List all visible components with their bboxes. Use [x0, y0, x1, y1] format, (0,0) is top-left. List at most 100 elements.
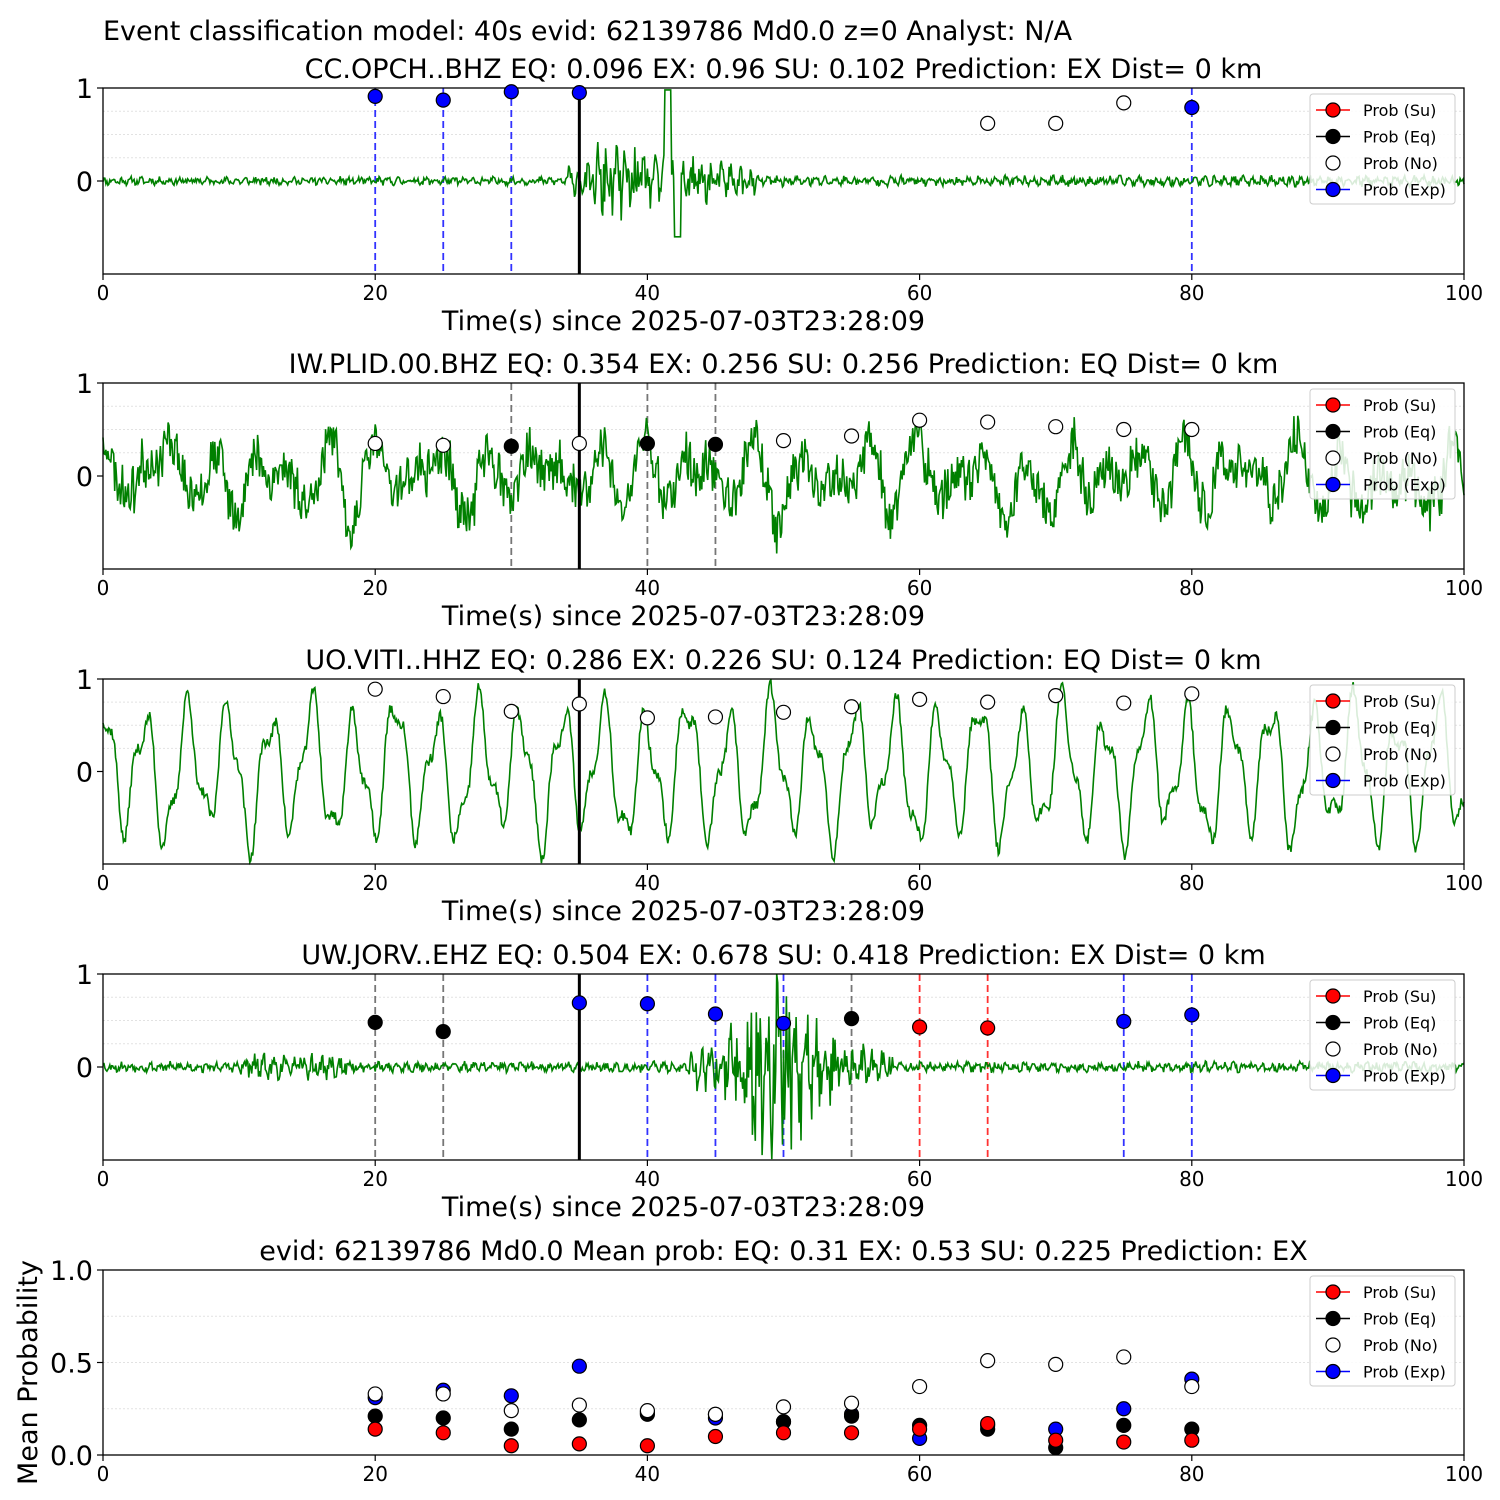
x-tick-label-4-4: 80 — [1179, 1462, 1204, 1486]
x-tick-label-3-2: 40 — [635, 1167, 660, 1191]
legend-marker-2-0 — [1325, 693, 1341, 709]
prob-marker-3-7 — [911, 1019, 928, 1035]
legend-marker-3-1 — [1325, 1014, 1341, 1031]
x-tick-label-1-0: 0 — [97, 576, 110, 600]
y-tick-label-3-0: 0 — [76, 1053, 93, 1084]
panel-title-2: UO.VITI..HHZ EQ: 0.286 EX: 0.226 SU: 0.1… — [305, 645, 1261, 676]
waveform-trace-2 — [102, 678, 1465, 866]
prob-marker-3-9 — [1116, 1013, 1132, 1030]
legend-marker-2-2 — [1325, 746, 1341, 762]
mean-prob-point-3-2 — [503, 1402, 519, 1419]
prob-marker-3-4 — [707, 1006, 724, 1022]
x-tick-label-0-1: 20 — [362, 281, 387, 305]
prob-marker-0-7 — [1184, 99, 1200, 116]
prob-marker-3-6 — [843, 1011, 860, 1027]
mean-prob-point-1-11 — [1116, 1417, 1132, 1434]
prob-marker-3-1 — [435, 1024, 451, 1040]
legend-label-0-0: Prob (Su) — [1363, 101, 1436, 120]
mean-prob-point-3-5 — [707, 1406, 724, 1422]
prob-marker-1-4 — [639, 435, 656, 452]
mean-prob-point-1-7 — [843, 1408, 860, 1424]
mean-prob-point-3-3 — [571, 1397, 587, 1413]
legend-marker-4-0 — [1325, 1284, 1341, 1300]
y-tick-label-0-1: 1 — [76, 74, 93, 105]
x-tick-label-3-3: 60 — [907, 1167, 932, 1191]
x-axis-label-1: Time(s) since 2025-07-03T23:28:09 — [441, 601, 925, 632]
mean-prob-point-2-9 — [980, 1415, 996, 1432]
legend-3: Prob (Su) Prob (Eq) Prob (No) Prob (Exp) — [1309, 979, 1456, 1091]
x-tick-label-4-1: 20 — [362, 1462, 387, 1486]
panel-3: UW.JORV..EHZ EQ: 0.504 EX: 0.678 SU: 0.4… — [76, 940, 1483, 1223]
legend-marker-1-2 — [1325, 450, 1341, 466]
prob-marker-2-12 — [1184, 686, 1200, 702]
legend-label-0-2: Prob (No) — [1363, 154, 1438, 173]
x-tick-label-1-4: 80 — [1179, 576, 1204, 600]
legend-label-3-3: Prob (Exp) — [1363, 1067, 1446, 1086]
legend-label-3-2: Prob (No) — [1363, 1040, 1438, 1059]
x-tick-label-3-4: 80 — [1179, 1167, 1204, 1191]
prob-marker-2-11 — [1116, 695, 1132, 711]
mean-prob-point-2-8 — [911, 1421, 928, 1437]
mean-prob-point-2-11 — [1116, 1434, 1132, 1450]
mean-prob-point-1-1 — [435, 1410, 451, 1426]
legend-marker-4-1 — [1325, 1310, 1341, 1327]
legend-label-2-0: Prob (Su) — [1363, 692, 1436, 711]
panel-title-1: IW.PLID.00.BHZ EQ: 0.354 EX: 0.256 SU: 0… — [289, 349, 1279, 380]
y-axis-label-4: Mean Probability — [13, 1260, 44, 1485]
mean-prob-point-3-7 — [843, 1395, 860, 1411]
x-tick-label-3-1: 20 — [362, 1167, 387, 1191]
x-tick-label-2-5: 100 — [1445, 871, 1483, 895]
panel-title-3: UW.JORV..EHZ EQ: 0.504 EX: 0.678 SU: 0.4… — [301, 940, 1265, 971]
y-tick-label-1-0: 0 — [76, 462, 93, 493]
x-tick-label-2-4: 80 — [1179, 871, 1204, 895]
legend-label-4-3: Prob (Exp) — [1363, 1363, 1446, 1382]
legend-marker-0-2 — [1325, 155, 1341, 171]
x-axis-label-0: Time(s) since 2025-07-03T23:28:09 — [441, 306, 925, 337]
mean-prob-point-2-7 — [843, 1425, 860, 1441]
prob-marker-1-3 — [571, 435, 587, 452]
x-tick-label-1-3: 60 — [907, 576, 932, 600]
prob-marker-0-4 — [980, 115, 996, 131]
legend-marker-1-3 — [1325, 476, 1341, 493]
prob-marker-1-2 — [503, 438, 519, 454]
y-tick-label-1-1: 1 — [76, 369, 93, 400]
x-tick-label-0-0: 0 — [97, 281, 110, 305]
mean-prob-point-3-0 — [367, 1386, 383, 1402]
prob-marker-1-10 — [1048, 419, 1064, 435]
mean-prob-point-2-12 — [1184, 1432, 1200, 1448]
legend-label-2-2: Prob (No) — [1363, 745, 1438, 764]
legend-marker-3-2 — [1325, 1041, 1341, 1057]
legend-label-1-3: Prob (Exp) — [1363, 476, 1446, 495]
prob-marker-3-0 — [367, 1014, 383, 1030]
x-tick-label-1-2: 40 — [635, 576, 660, 600]
panel-title-4: evid: 62139786 Md0.0 Mean prob: EQ: 0.31… — [259, 1236, 1307, 1267]
legend-marker-3-3 — [1325, 1067, 1341, 1084]
prob-marker-3-10 — [1184, 1007, 1200, 1023]
legend-label-0-1: Prob (Eq) — [1363, 128, 1436, 147]
prob-marker-3-5 — [775, 1015, 792, 1031]
x-tick-label-0-2: 40 — [635, 281, 660, 305]
mean-prob-point-3-9 — [980, 1353, 996, 1369]
legend-label-2-3: Prob (Exp) — [1363, 772, 1446, 791]
mean-prob-point-1-3 — [571, 1412, 587, 1428]
prob-marker-0-0 — [367, 88, 383, 104]
prob-marker-2-6 — [775, 704, 792, 720]
y-tick-label-4-0: 0.0 — [50, 1441, 93, 1472]
legend-marker-0-1 — [1325, 128, 1341, 145]
x-tick-label-2-3: 60 — [907, 871, 932, 895]
waveform-trace-0 — [102, 89, 1465, 238]
legend-marker-0-0 — [1325, 102, 1341, 118]
legend-marker-3-0 — [1325, 988, 1341, 1004]
prob-marker-2-4 — [639, 710, 656, 726]
x-tick-label-2-0: 0 — [97, 871, 110, 895]
legend-label-4-1: Prob (Eq) — [1363, 1310, 1436, 1329]
x-tick-label-0-3: 60 — [907, 281, 932, 305]
waveform-trace-1 — [102, 415, 1465, 554]
mean-prob-point-1-0 — [367, 1408, 383, 1424]
mean-prob-point-2-4 — [639, 1438, 656, 1454]
prob-marker-2-10 — [1048, 688, 1064, 704]
mean-prob-point-2-5 — [707, 1428, 724, 1445]
legend-label-4-0: Prob (Su) — [1363, 1283, 1436, 1302]
mean-prob-point-3-4 — [639, 1402, 656, 1419]
legend-0: Prob (Su) Prob (Eq) Prob (No) Prob (Exp) — [1309, 93, 1456, 205]
